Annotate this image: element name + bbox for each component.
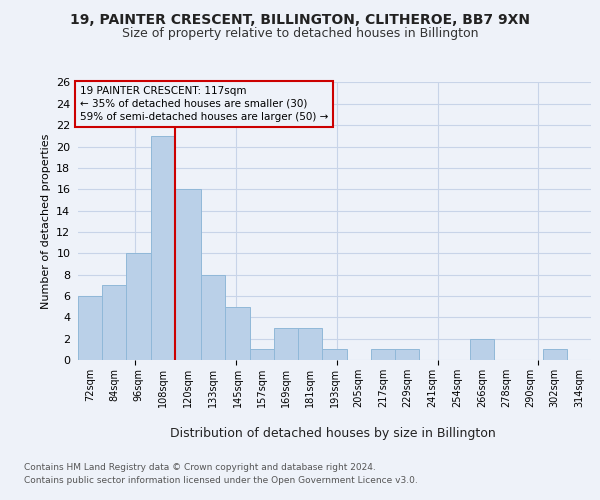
Bar	[395, 350, 419, 360]
Bar	[298, 328, 322, 360]
Text: Distribution of detached houses by size in Billington: Distribution of detached houses by size …	[170, 428, 496, 440]
Bar	[78, 296, 102, 360]
Bar	[371, 350, 395, 360]
Bar	[127, 254, 151, 360]
Bar	[201, 274, 226, 360]
Text: Contains HM Land Registry data © Crown copyright and database right 2024.: Contains HM Land Registry data © Crown c…	[24, 462, 376, 471]
Bar	[102, 286, 127, 360]
Bar	[226, 306, 250, 360]
Bar	[470, 338, 494, 360]
Bar	[175, 189, 201, 360]
Bar	[151, 136, 175, 360]
Bar	[542, 350, 567, 360]
Text: 19, PAINTER CRESCENT, BILLINGTON, CLITHEROE, BB7 9XN: 19, PAINTER CRESCENT, BILLINGTON, CLITHE…	[70, 12, 530, 26]
Text: 19 PAINTER CRESCENT: 117sqm
← 35% of detached houses are smaller (30)
59% of sem: 19 PAINTER CRESCENT: 117sqm ← 35% of det…	[80, 86, 328, 122]
Y-axis label: Number of detached properties: Number of detached properties	[41, 134, 50, 309]
Text: Size of property relative to detached houses in Billington: Size of property relative to detached ho…	[122, 28, 478, 40]
Bar	[274, 328, 298, 360]
Text: Contains public sector information licensed under the Open Government Licence v3: Contains public sector information licen…	[24, 476, 418, 485]
Bar	[250, 350, 274, 360]
Bar	[322, 350, 347, 360]
